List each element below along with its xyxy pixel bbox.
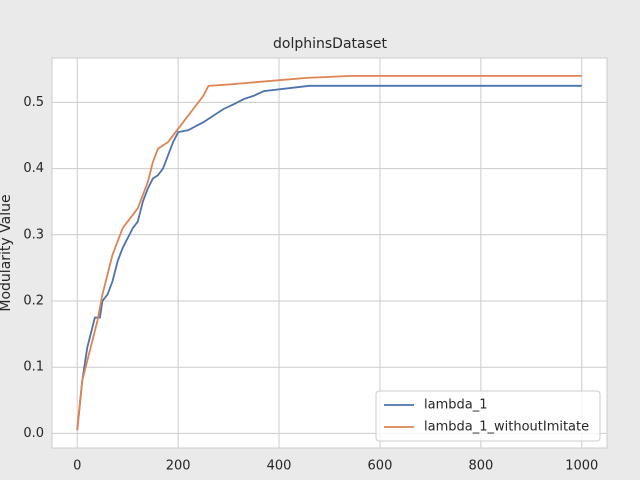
legend: lambda_1 lambda_1_withoutImitate <box>375 390 601 442</box>
line-series <box>76 74 582 431</box>
y-tick-label: 0.5 <box>23 95 44 110</box>
y-axis-label: Modularity Value <box>0 194 14 311</box>
y-tick-label: 0.0 <box>23 426 44 441</box>
line-series <box>76 84 582 431</box>
x-tick-label: 400 <box>267 459 292 474</box>
x-tick-label: 800 <box>468 459 493 474</box>
x-tick-label: 600 <box>368 459 393 474</box>
legend-label: lambda_1_withoutImitate <box>424 420 589 435</box>
x-tick-label: 200 <box>166 459 191 474</box>
plot-area <box>52 58 607 448</box>
plot-border <box>51 57 608 449</box>
y-tick-label: 0.3 <box>23 227 44 242</box>
legend-box <box>375 390 601 442</box>
y-tick-label: 0.1 <box>23 360 44 375</box>
y-tick-label: 0.4 <box>23 161 44 176</box>
x-tick-label: 1000 <box>565 459 598 474</box>
legend-label: lambda_1 <box>424 398 487 413</box>
x-tick-label: 0 <box>73 459 81 474</box>
y-tick-label: 0.2 <box>23 294 44 309</box>
chart-title: dolphinsDataset <box>273 36 387 52</box>
grid <box>52 58 607 448</box>
